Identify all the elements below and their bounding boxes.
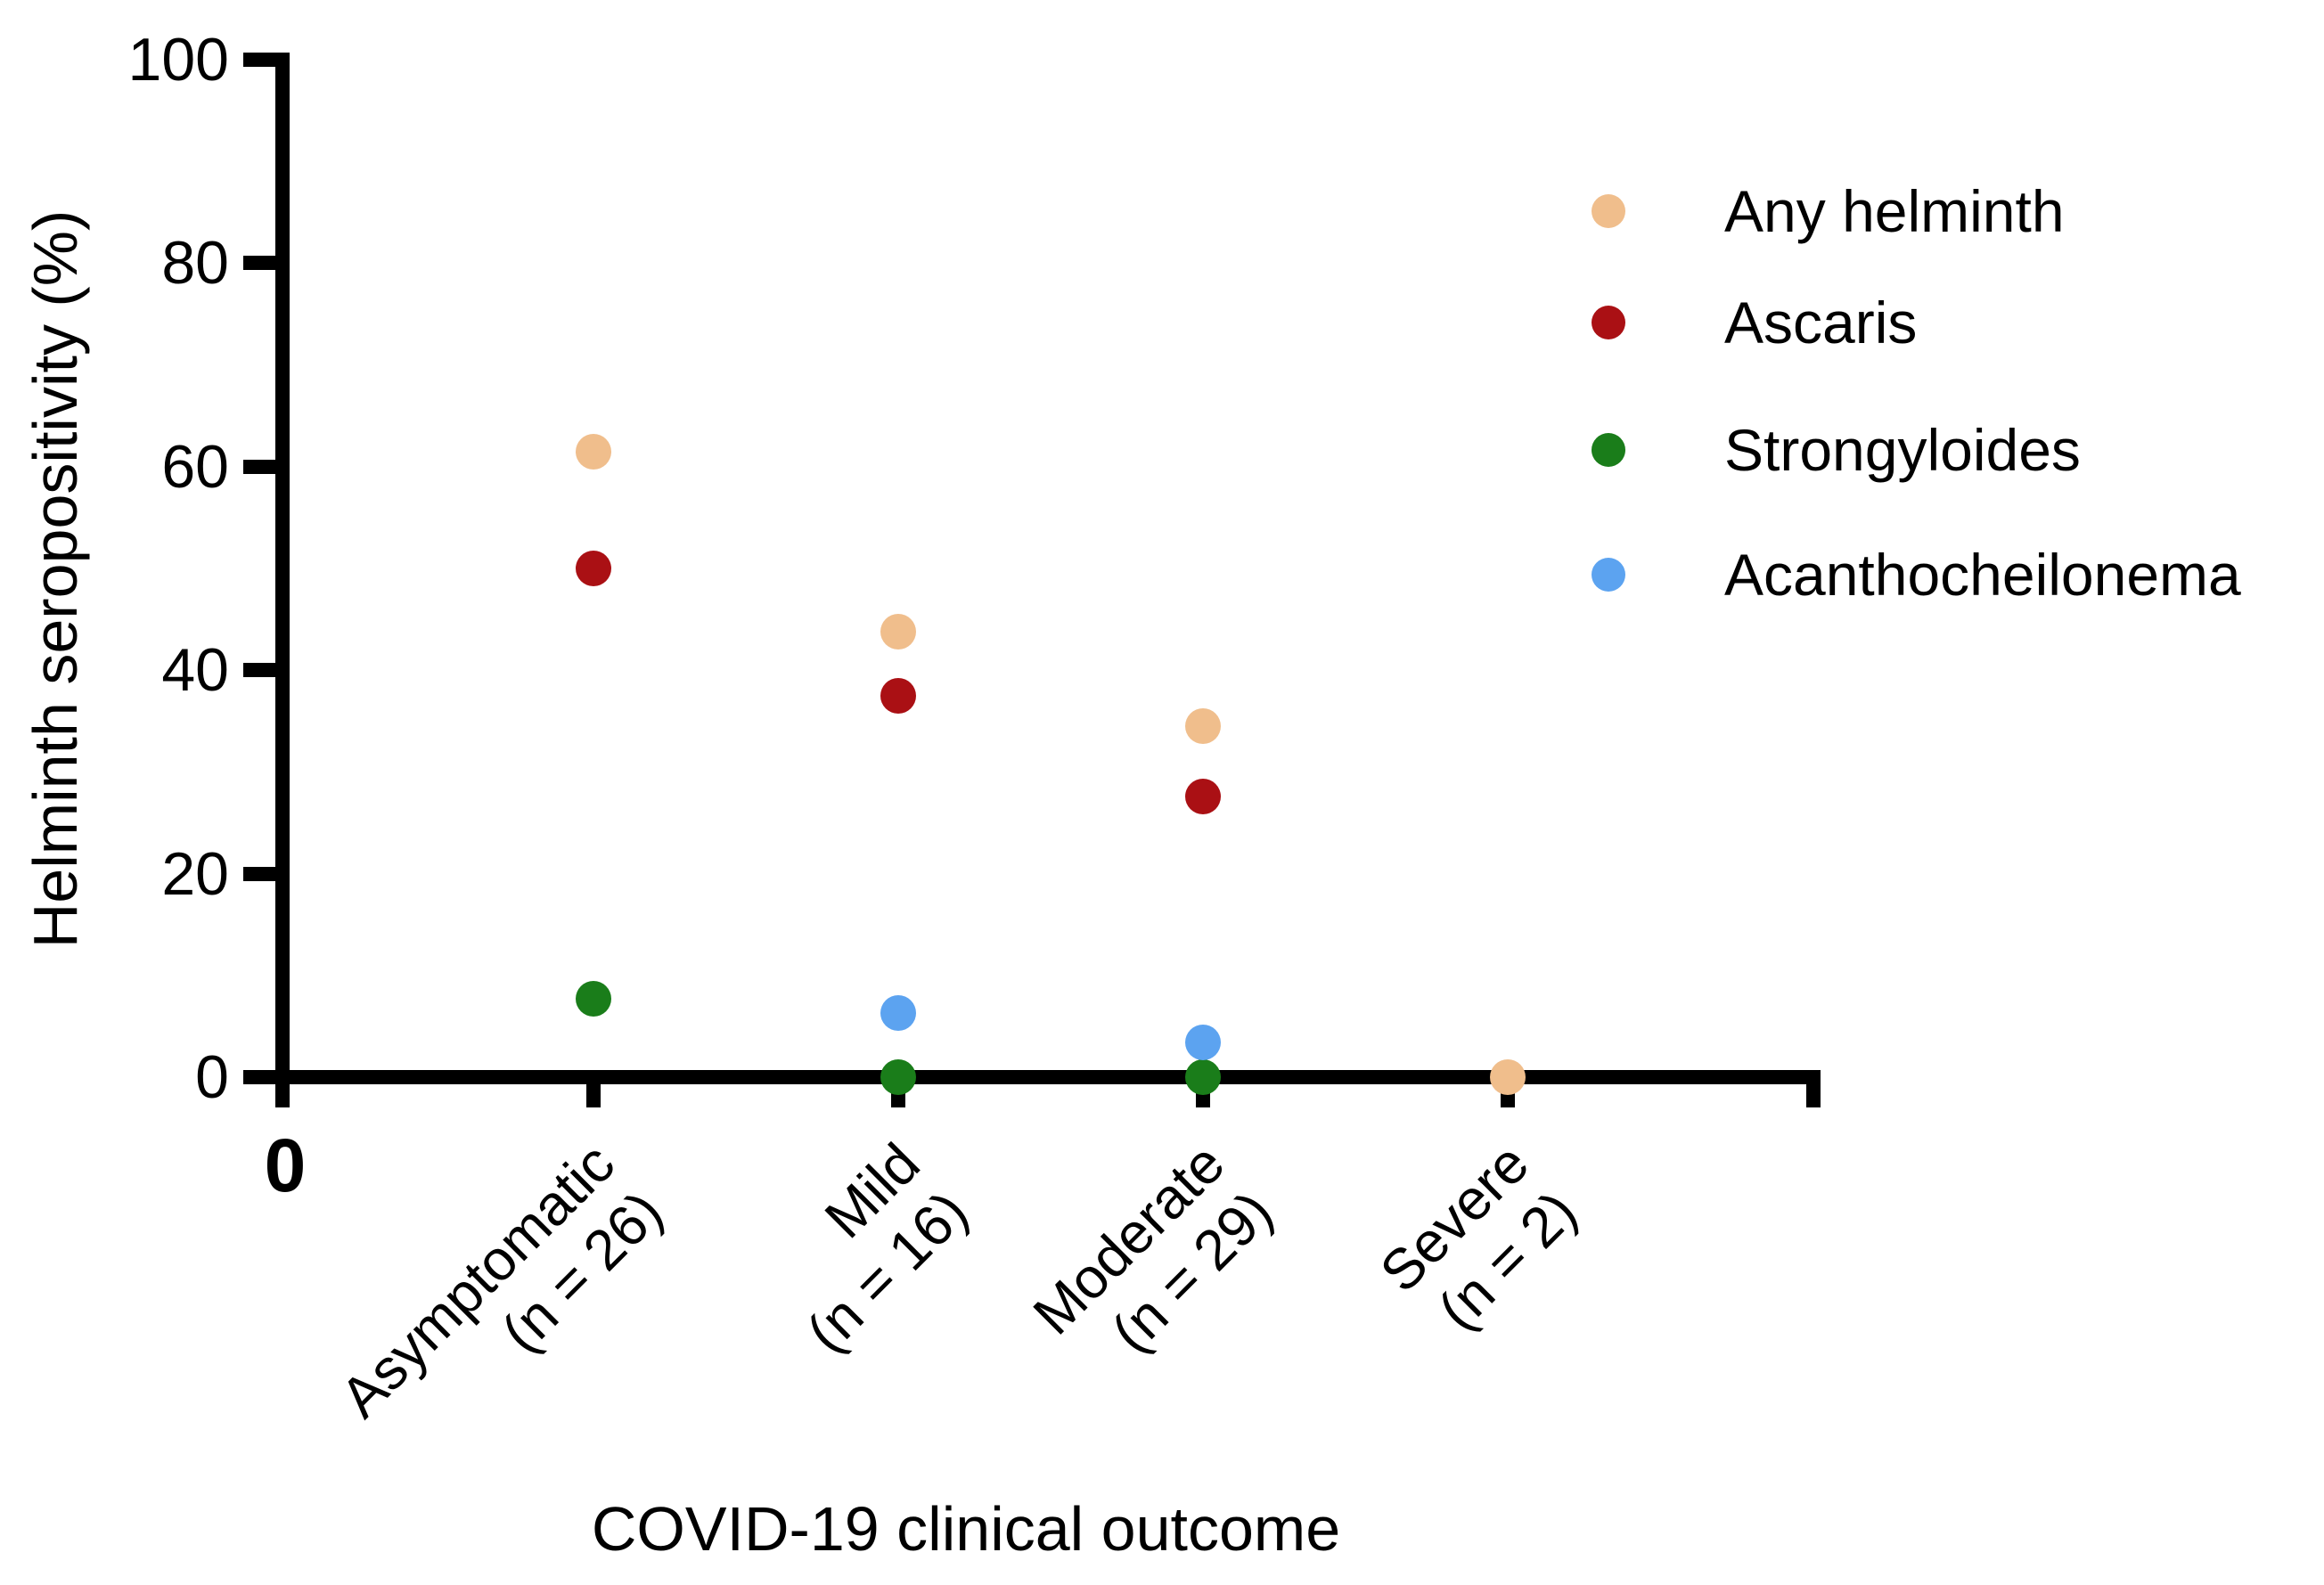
- y-tick-label: 20: [161, 839, 229, 908]
- legend-swatch: [1592, 558, 1625, 592]
- x-axis-title: COVID-19 clinical outcome: [591, 1494, 1341, 1564]
- legend-swatch: [1592, 194, 1625, 228]
- x-axis-end-tick: [1806, 1077, 1821, 1107]
- legend-label: Strongyloides: [1724, 417, 2081, 483]
- legend-label: Acanthocheilonema: [1724, 542, 2241, 608]
- legend-swatch: [1592, 433, 1625, 467]
- y-axis-line: [275, 53, 290, 1107]
- legend-label: Any helminth: [1724, 178, 2065, 244]
- y-tick: [243, 459, 290, 474]
- x-origin-label: 0: [264, 1123, 307, 1207]
- x-category-label: Asymptomatic (n = 26): [327, 1130, 676, 1479]
- x-category-label: Severe (n = 2): [1367, 1130, 1591, 1353]
- data-point: [1185, 708, 1221, 744]
- data-point: [576, 981, 611, 1017]
- x-axis-line: [275, 1070, 1821, 1084]
- data-point: [1185, 1059, 1221, 1095]
- legend-label: Ascaris: [1724, 290, 1918, 355]
- data-point: [576, 433, 611, 470]
- x-tick: [586, 1077, 601, 1107]
- y-tick-label: 0: [195, 1043, 229, 1111]
- data-point: [1185, 778, 1221, 814]
- data-point: [880, 995, 916, 1032]
- y-tick: [243, 663, 290, 678]
- y-tick-label: 60: [161, 432, 229, 501]
- data-point: [880, 613, 916, 650]
- y-axis-title: Helminth seropositivity (%): [20, 209, 90, 949]
- data-point: [1490, 1059, 1526, 1095]
- y-tick: [243, 53, 290, 67]
- y-tick: [243, 1070, 290, 1084]
- data-point: [1185, 1025, 1221, 1061]
- y-tick-label: 80: [161, 229, 229, 298]
- x-category-label: Moderate (n = 29): [1019, 1130, 1286, 1396]
- y-tick-label: 100: [127, 26, 229, 94]
- y-tick-label: 40: [161, 636, 229, 705]
- x-category-label: Mild (n = 16): [745, 1130, 981, 1366]
- data-point: [576, 551, 611, 586]
- data-point: [880, 1059, 916, 1095]
- y-tick: [243, 256, 290, 271]
- legend-swatch: [1592, 306, 1625, 339]
- y-tick: [243, 866, 290, 881]
- data-point: [880, 677, 916, 714]
